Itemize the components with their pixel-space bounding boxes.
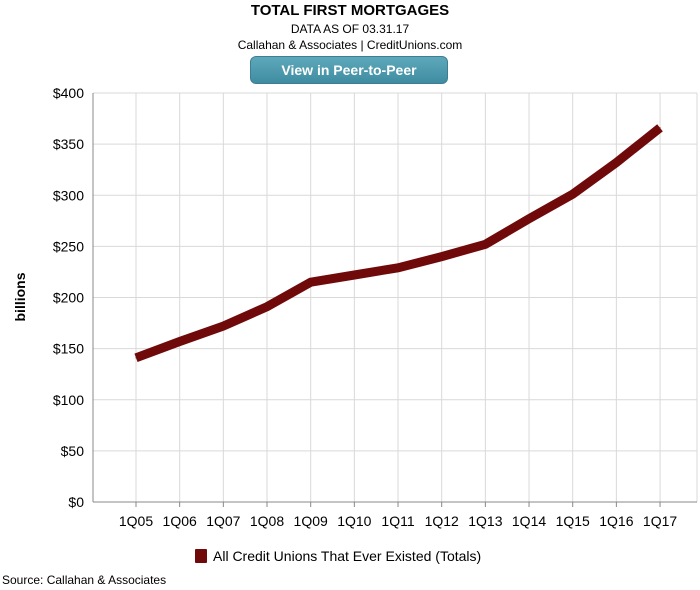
data-point <box>572 193 574 195</box>
source-note: Source: Callahan & Associates <box>2 573 167 587</box>
data-point <box>353 274 355 276</box>
x-tick-label: 1Q06 <box>163 513 197 529</box>
data-point <box>397 267 399 269</box>
y-tick-label: $150 <box>53 341 84 357</box>
y-tick-label: $0 <box>68 494 84 510</box>
y-tick-label: $100 <box>53 392 84 408</box>
data-point <box>310 281 312 283</box>
x-tick-label: 1Q10 <box>337 513 371 529</box>
chart-title: TOTAL FIRST MORTGAGES <box>250 2 450 19</box>
x-tick-label: 1Q15 <box>556 513 590 529</box>
x-tick-label: 1Q05 <box>119 513 153 529</box>
view-peer-to-peer-button[interactable]: View in Peer-to-Peer <box>250 56 448 84</box>
data-point <box>528 218 530 220</box>
data-point <box>484 243 486 245</box>
x-tick-label: 1Q08 <box>250 513 284 529</box>
data-point <box>659 127 661 129</box>
x-tick-label: 1Q09 <box>294 513 328 529</box>
y-tick-label: $400 <box>53 85 84 101</box>
x-tick-label: 1Q14 <box>512 513 546 529</box>
line-chart: $0 $50 $100 $150 $200 $250 $300 $350 $400 1Q05 1Q0… <box>53 85 698 529</box>
data-point <box>179 340 181 342</box>
data-point <box>441 256 443 258</box>
x-tick-label: 1Q16 <box>599 513 633 529</box>
data-date: DATA AS OF 03.31.17 <box>290 22 410 36</box>
legend-item[interactable]: All Credit Unions That Ever Existed (Tot… <box>195 546 481 566</box>
y-tick-label: $250 <box>53 238 84 254</box>
data-point <box>135 357 137 359</box>
credit-line: Callahan & Associates | CreditUnions.com <box>237 38 463 52</box>
data-point <box>222 325 224 327</box>
data-point <box>615 162 617 164</box>
y-tick-label: $300 <box>53 187 84 203</box>
x-tick-label: 1Q07 <box>206 513 240 529</box>
x-tick-label: 1Q17 <box>643 513 677 529</box>
x-tick-label: 1Q11 <box>381 513 414 529</box>
y-tick-label: $50 <box>61 443 85 459</box>
data-point <box>266 306 268 308</box>
x-tick-label: 1Q13 <box>468 513 502 529</box>
y-tick-label: $200 <box>53 290 84 306</box>
x-tick-label: 1Q12 <box>425 513 459 529</box>
legend-swatch <box>195 549 207 563</box>
y-tick-label: $350 <box>53 136 84 152</box>
legend-label: All Credit Unions That Ever Existed (Tot… <box>213 548 482 564</box>
